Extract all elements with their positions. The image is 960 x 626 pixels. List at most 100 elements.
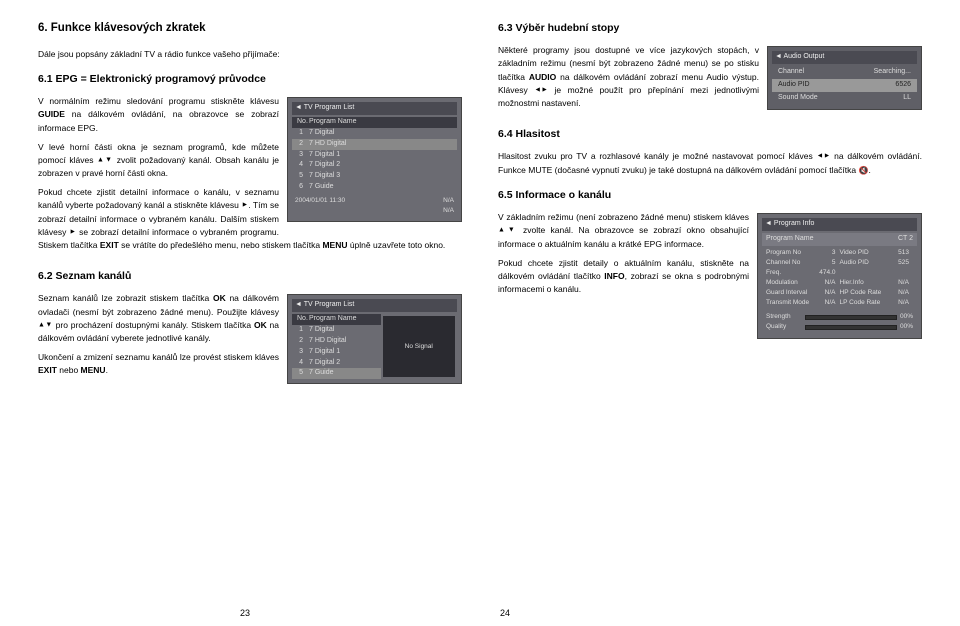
list-row-num: 4 <box>294 358 306 369</box>
mute-icon: 🔇 <box>859 166 869 175</box>
info-v: N/A <box>898 298 909 308</box>
list-header: ◄ TV Program List <box>292 299 457 312</box>
info-v: N/A <box>825 278 836 288</box>
epg-row-name: 7 Guide <box>306 182 337 193</box>
page-number-right: 24 <box>500 608 510 618</box>
info-v: 5 <box>832 258 836 268</box>
leftright-icon: ◄► <box>817 153 831 160</box>
program-info-screenshot: ◄ Program Info Program Name CT 2 Program… <box>757 213 922 339</box>
audio-label: Audio PID <box>778 80 810 91</box>
info-k: HP Code Rate <box>840 288 882 298</box>
ok-key: OK <box>254 320 267 330</box>
epg-row-num: 1 <box>294 128 306 139</box>
epg-row-name: 7 HD Digital <box>306 139 349 150</box>
info-k: LP Code Rate <box>840 298 881 308</box>
epg-row-name: 7 Digital 2 <box>306 160 343 171</box>
list-row-name: 7 Guide <box>306 368 337 379</box>
list-row-name: 7 Digital 2 <box>306 358 343 369</box>
epg-row-name: 7 Digital 1 <box>306 150 343 161</box>
info-k: Modulation <box>766 278 798 288</box>
info-k: Audio PID <box>840 258 869 268</box>
epg-na: N/A <box>443 196 454 206</box>
text: . <box>106 365 108 375</box>
info-k: Hier.Info <box>840 278 864 288</box>
no-signal-preview: No Signal <box>383 316 455 377</box>
info-v: N/A <box>825 288 836 298</box>
text: pro procházení dostupnými kanály. Stiske… <box>53 320 254 330</box>
text: V základním režimu (není zobrazeno žádné… <box>498 212 749 222</box>
updown-icon: ▲▼ <box>498 227 518 234</box>
info-header: ◄ Program Info <box>762 218 917 231</box>
guide-key: GUIDE <box>38 109 65 119</box>
text: . <box>868 165 870 175</box>
bar-value: 00% <box>900 312 913 322</box>
info-v: 513 <box>898 248 909 258</box>
audio-value: Searching... <box>874 67 911 78</box>
right-page: 6.3 Výběr hudební stopy ◄ Audio Output C… <box>480 20 932 616</box>
menu-key: MENU <box>81 365 106 375</box>
channel-list-screenshot: ◄ TV Program List No. Program Name 17 Di… <box>287 294 462 384</box>
info-k: Transmit Mode <box>766 298 809 308</box>
audio-output-screenshot: ◄ Audio Output Channel Searching... Audio… <box>767 46 922 109</box>
section-6-2-title: 6.2 Seznam kanálů <box>38 268 462 284</box>
info-k: Freq. <box>766 268 781 278</box>
epg-screenshot: ◄ TV Program List No. Program Name 17 Di… <box>287 97 462 222</box>
exit-key: EXIT <box>100 240 119 250</box>
info-v: 3 <box>832 248 836 258</box>
bar-label: Strength <box>766 312 802 322</box>
menu-key: MENU <box>322 240 347 250</box>
list-row-num: 5 <box>294 368 306 379</box>
info-k: Guard Interval <box>766 288 807 298</box>
list-row-num: 2 <box>294 336 306 347</box>
audio-header: ◄ Audio Output <box>772 51 917 64</box>
text: Hlasitost zvuku pro TV a rozhlasové kaná… <box>498 151 817 161</box>
info-v: 474.0 <box>819 268 835 278</box>
text: na dálkovém ovládání, na obrazovce se zo… <box>38 109 279 132</box>
list-row-num: 1 <box>294 325 306 336</box>
intro-text: Dále jsou popsány základní TV a rádio fu… <box>38 48 462 61</box>
bar-value: 00% <box>900 322 913 332</box>
text: nebo <box>57 365 81 375</box>
info-k: Video PID <box>840 248 869 258</box>
epg-na: N/A <box>443 206 454 216</box>
section-6-title: 6. Funkce klávesových zkratek <box>38 20 462 38</box>
list-row-name: 7 HD Digital <box>306 336 349 347</box>
epg-row-num: 6 <box>294 182 306 193</box>
epg-row-name: 7 Digital <box>306 128 337 139</box>
text: Seznam kanálů lze zobrazit stiskem tlačí… <box>38 293 213 303</box>
info-name-label: Program Name <box>766 234 813 245</box>
section-6-1-title: 6.1 EPG = Elektronický programový průvod… <box>38 71 462 87</box>
info-k: Channel No <box>766 258 800 268</box>
audio-key: AUDIO <box>529 72 556 82</box>
updown-icon: ▲▼ <box>38 321 53 328</box>
epg-row-name: 7 Digital 3 <box>306 171 343 182</box>
audio-label: Sound Mode <box>778 93 818 104</box>
left-page: 6. Funkce klávesových zkratek Dále jsou … <box>28 20 480 616</box>
bar-label: Quality <box>766 322 802 332</box>
epg-header: ◄ TV Program List <box>292 102 457 115</box>
updown-icon: ▲▼ <box>97 156 113 163</box>
col-no: No. <box>294 314 306 325</box>
text: Ukončení a zmizení seznamu kanálů lze pr… <box>38 352 279 362</box>
col-name: Program Name <box>306 314 359 325</box>
epg-row-num: 5 <box>294 171 306 182</box>
section-6-3-title: 6.3 Výběr hudební stopy <box>498 20 922 36</box>
audio-label: Channel <box>778 67 804 78</box>
s64-para1: Hlasitost zvuku pro TV a rozhlasové kaná… <box>498 150 922 177</box>
info-v: N/A <box>825 298 836 308</box>
info-k: Program No <box>766 248 801 258</box>
section-6-5-title: 6.5 Informace o kanálu <box>498 187 922 203</box>
list-row-name: 7 Digital 1 <box>306 347 343 358</box>
audio-value: LL <box>903 93 911 104</box>
text: se vrátíte do předešlého menu, nebo stis… <box>119 240 323 250</box>
col-no: No. <box>294 117 306 128</box>
text: úplně uzavřete toto okno. <box>347 240 445 250</box>
text: V normálním režimu sledování programu st… <box>38 96 279 106</box>
epg-row-num: 4 <box>294 160 306 171</box>
audio-value: 6526 <box>895 80 911 91</box>
section-6-4-title: 6.4 Hlasitost <box>498 126 922 142</box>
info-v: 525 <box>898 258 909 268</box>
epg-row-num: 3 <box>294 150 306 161</box>
list-row-num: 3 <box>294 347 306 358</box>
page-number-left: 23 <box>240 608 250 618</box>
